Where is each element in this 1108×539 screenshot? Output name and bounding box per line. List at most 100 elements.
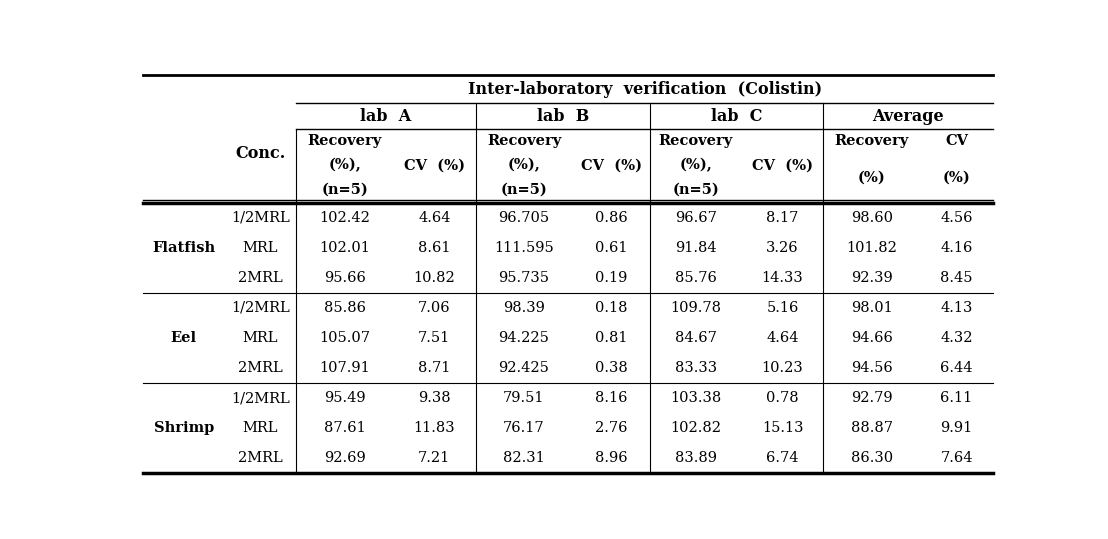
Text: (n=5): (n=5)	[501, 183, 547, 197]
Text: 9.38: 9.38	[418, 391, 451, 405]
Text: 92.69: 92.69	[324, 452, 366, 466]
Text: 98.01: 98.01	[851, 301, 893, 315]
Text: Inter-laboratory  verification  (Colistin): Inter-laboratory verification (Colistin)	[468, 81, 822, 98]
Text: 86.30: 86.30	[851, 452, 893, 466]
Text: lab  A: lab A	[360, 108, 411, 125]
Text: MRL: MRL	[243, 421, 278, 436]
Text: 4.13: 4.13	[941, 301, 973, 315]
Text: 92.79: 92.79	[851, 391, 893, 405]
Text: 0.18: 0.18	[595, 301, 627, 315]
Text: Shrimp: Shrimp	[154, 421, 214, 436]
Text: 85.76: 85.76	[675, 271, 717, 285]
Text: 14.33: 14.33	[761, 271, 803, 285]
Text: Flatfish: Flatfish	[152, 241, 215, 255]
Text: 9.91: 9.91	[941, 421, 973, 436]
Text: 103.38: 103.38	[670, 391, 721, 405]
Text: 10.82: 10.82	[413, 271, 455, 285]
Text: 4.64: 4.64	[767, 331, 799, 345]
Text: Recovery: Recovery	[659, 134, 733, 148]
Text: 83.89: 83.89	[675, 452, 717, 466]
Text: 91.84: 91.84	[675, 241, 717, 255]
Text: Recovery: Recovery	[308, 134, 382, 148]
Text: 111.595: 111.595	[494, 241, 554, 255]
Text: (%),: (%),	[679, 158, 712, 172]
Text: 0.81: 0.81	[595, 331, 627, 345]
Text: MRL: MRL	[243, 331, 278, 345]
Text: 101.82: 101.82	[847, 241, 897, 255]
Text: 94.56: 94.56	[851, 361, 893, 375]
Text: 1/2MRL: 1/2MRL	[232, 391, 290, 405]
Text: 102.42: 102.42	[319, 211, 370, 225]
Text: 4.16: 4.16	[941, 241, 973, 255]
Text: Conc.: Conc.	[235, 144, 286, 162]
Text: (%),: (%),	[507, 158, 541, 172]
Text: 2MRL: 2MRL	[238, 271, 283, 285]
Text: Eel: Eel	[171, 331, 197, 345]
Text: 7.06: 7.06	[418, 301, 451, 315]
Text: MRL: MRL	[243, 241, 278, 255]
Text: 84.67: 84.67	[675, 331, 717, 345]
Text: 8.16: 8.16	[595, 391, 627, 405]
Text: 7.64: 7.64	[941, 452, 973, 466]
Text: 8.17: 8.17	[767, 211, 799, 225]
Text: (n=5): (n=5)	[673, 183, 719, 197]
Text: 87.61: 87.61	[324, 421, 366, 436]
Text: 8.96: 8.96	[595, 452, 627, 466]
Text: Recovery: Recovery	[486, 134, 561, 148]
Text: CV  (%): CV (%)	[403, 159, 464, 173]
Text: 92.39: 92.39	[851, 271, 893, 285]
Text: 6.74: 6.74	[767, 452, 799, 466]
Text: (%): (%)	[858, 171, 885, 185]
Text: 10.23: 10.23	[761, 361, 803, 375]
Text: 95.66: 95.66	[324, 271, 366, 285]
Text: 102.82: 102.82	[670, 421, 721, 436]
Text: 105.07: 105.07	[319, 331, 370, 345]
Text: 4.64: 4.64	[418, 211, 451, 225]
Text: 95.735: 95.735	[499, 271, 550, 285]
Text: 6.44: 6.44	[941, 361, 973, 375]
Text: 7.51: 7.51	[418, 331, 451, 345]
Text: 8.71: 8.71	[418, 361, 451, 375]
Text: CV  (%): CV (%)	[581, 159, 642, 173]
Text: 1/2MRL: 1/2MRL	[232, 301, 290, 315]
Text: 107.91: 107.91	[319, 361, 370, 375]
Text: lab  C: lab C	[711, 108, 762, 125]
Text: 2.76: 2.76	[595, 421, 627, 436]
Text: 83.33: 83.33	[675, 361, 717, 375]
Text: Recovery: Recovery	[834, 134, 909, 148]
Text: 82.31: 82.31	[503, 452, 545, 466]
Text: 4.56: 4.56	[941, 211, 973, 225]
Text: 15.13: 15.13	[762, 421, 803, 436]
Text: (%),: (%),	[328, 158, 361, 172]
Text: 98.39: 98.39	[503, 301, 545, 315]
Text: 95.49: 95.49	[324, 391, 366, 405]
Text: CV: CV	[945, 134, 968, 148]
Text: 0.38: 0.38	[595, 361, 627, 375]
Text: 96.705: 96.705	[499, 211, 550, 225]
Text: 102.01: 102.01	[319, 241, 370, 255]
Text: 0.19: 0.19	[595, 271, 627, 285]
Text: 85.86: 85.86	[324, 301, 366, 315]
Text: 94.66: 94.66	[851, 331, 893, 345]
Text: 92.425: 92.425	[499, 361, 550, 375]
Text: 79.51: 79.51	[503, 391, 545, 405]
Text: 76.17: 76.17	[503, 421, 545, 436]
Text: 0.61: 0.61	[595, 241, 627, 255]
Text: 96.67: 96.67	[675, 211, 717, 225]
Text: 0.78: 0.78	[767, 391, 799, 405]
Text: CV  (%): CV (%)	[752, 159, 813, 173]
Text: 2MRL: 2MRL	[238, 452, 283, 466]
Text: 8.45: 8.45	[941, 271, 973, 285]
Text: 6.11: 6.11	[941, 391, 973, 405]
Text: 88.87: 88.87	[851, 421, 893, 436]
Text: 2MRL: 2MRL	[238, 361, 283, 375]
Text: 109.78: 109.78	[670, 301, 721, 315]
Text: (%): (%)	[943, 171, 971, 185]
Text: (n=5): (n=5)	[321, 183, 368, 197]
Text: 98.60: 98.60	[851, 211, 893, 225]
Text: 11.83: 11.83	[413, 421, 455, 436]
Text: 94.225: 94.225	[499, 331, 550, 345]
Text: 3.26: 3.26	[767, 241, 799, 255]
Text: 4.32: 4.32	[941, 331, 973, 345]
Text: lab  B: lab B	[536, 108, 589, 125]
